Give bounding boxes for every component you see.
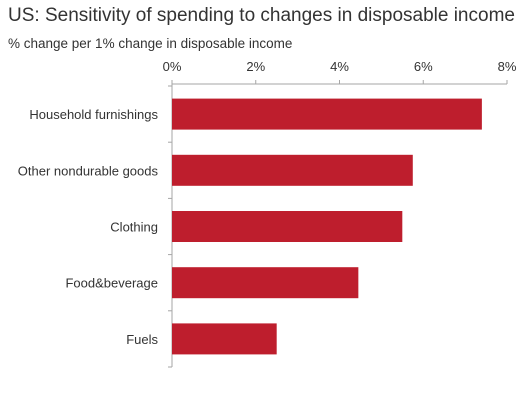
x-tick-label: 0% <box>163 59 182 74</box>
bar-layer <box>172 98 482 355</box>
bar <box>172 211 403 242</box>
bar <box>172 98 482 130</box>
x-tick-label: 6% <box>414 59 433 74</box>
x-tick-label: 2% <box>246 59 265 74</box>
bar <box>172 323 277 355</box>
category-label: Fuels <box>126 332 158 347</box>
x-tick-label: 8% <box>498 59 517 74</box>
category-label: Food&beverage <box>65 276 158 291</box>
chart-title: US: Sensitivity of spending to changes i… <box>8 5 515 26</box>
category-label: Other nondurable goods <box>18 163 159 178</box>
label-layer: 0% 2% 4% 6% 8% Household furnishings Other non… <box>18 59 517 347</box>
chart-subtitle: % change per 1% change in disposable inc… <box>8 36 293 51</box>
bar <box>172 154 413 186</box>
bar <box>172 267 359 299</box>
x-tick-label: 4% <box>330 59 349 74</box>
category-label: Household furnishings <box>29 107 158 122</box>
category-label: Clothing <box>110 220 158 235</box>
